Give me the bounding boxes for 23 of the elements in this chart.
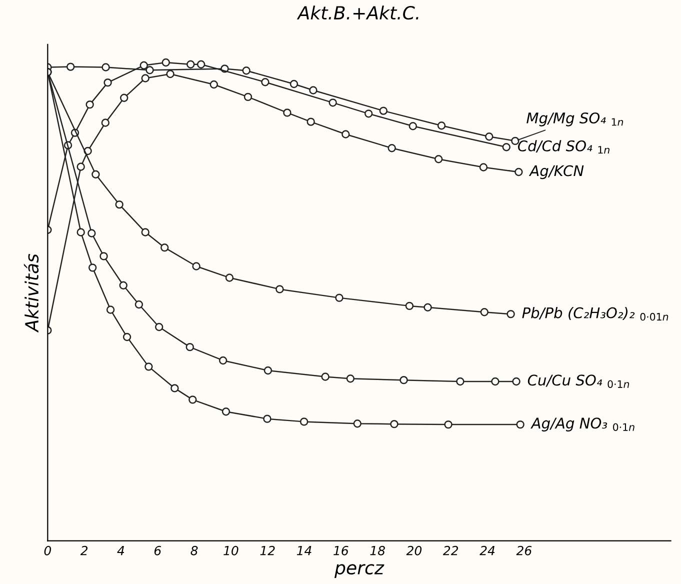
x-tick-label: 8 [190,546,198,556]
x-tick-label: 24 [480,546,495,556]
series-label: Cd/Cd SO₄ $_{1n}$ [518,140,610,154]
series-label: Ag/KCN [528,165,584,180]
x-tick-label: 4 [117,546,124,556]
x-tick-label: 26 [516,546,532,556]
x-tick-label: 22 [442,546,458,556]
x-axis-title: percz [334,564,384,578]
x-tick-label: 14 [296,546,312,556]
x-tick-label: 10 [224,546,238,556]
x-tick-label: 16 [334,546,348,556]
x-tick-label: 20 [406,546,422,556]
series-label: Cu/Cu SO₄ $_{0·1n}$ [528,374,630,388]
x-tick-label: 12 [260,546,275,556]
series-label: Mg/Mg SO₄ $_{1n}$ [526,112,624,126]
x-tick-label: 18 [370,546,385,556]
series-label: Ag/Ag NO₃ $_{0·1n}$ [530,418,634,432]
x-tick-label: 6 [154,546,162,556]
chart-title: Akt.B.+Akt.C. [296,6,418,20]
x-tick-label: 2 [80,546,88,556]
x-tick-label: 0 [44,546,52,556]
y-axis-title: Aktivitás [24,254,39,333]
series-label: Pb/Pb (C₂H₃O₂)₂ $_{0·01n}$ [522,307,668,321]
